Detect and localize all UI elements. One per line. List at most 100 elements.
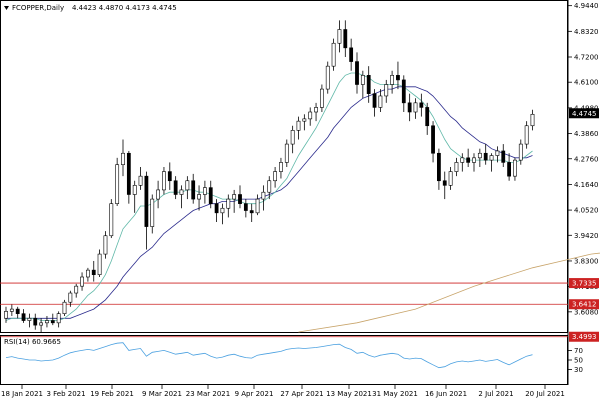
last-price-tag — [569, 108, 599, 119]
candle — [466, 148, 471, 167]
candle — [407, 93, 412, 122]
candle-body — [197, 194, 201, 200]
candle — [4, 306, 8, 323]
x-tick-label: 31 May 2021 — [372, 390, 418, 398]
candle — [524, 121, 529, 149]
level-tag — [569, 278, 599, 289]
candle-body — [284, 143, 289, 163]
candle-body — [267, 180, 272, 193]
candle — [349, 38, 354, 71]
price-tags: 3.7335 3.6412 3.4993 4.4745 — [569, 108, 599, 342]
rsi-label: RSI(14) 60.9665 — [4, 338, 61, 346]
candle-body — [431, 125, 435, 154]
candle-body — [296, 120, 301, 131]
candle — [173, 176, 178, 200]
candle — [27, 313, 32, 328]
candle — [232, 189, 237, 213]
candle — [97, 249, 102, 277]
candle — [460, 153, 465, 172]
candle — [62, 299, 67, 316]
candle — [530, 109, 535, 131]
candle-body — [238, 194, 242, 204]
candle — [21, 309, 26, 323]
candle — [279, 157, 283, 179]
candle-body — [173, 180, 178, 195]
candle-body — [501, 150, 506, 163]
x-tick-label: 9 Apr 2021 — [235, 390, 274, 398]
candle-body — [302, 118, 307, 122]
ohlc-values: 4.4423 4.4870 4.4173 4.4745 — [72, 4, 177, 12]
rsi-tick-label: 30 — [574, 366, 583, 374]
candle-body — [39, 322, 44, 326]
x-tick-label: 18 Jan 2021 — [1, 390, 43, 398]
candle — [448, 167, 453, 190]
candle — [454, 157, 459, 177]
candle — [261, 185, 266, 211]
candle-body — [454, 162, 459, 172]
y-tick-label: 4.9440 — [574, 2, 599, 10]
candle-body — [273, 171, 278, 182]
candle-body — [191, 180, 196, 200]
candle-body — [50, 320, 55, 324]
candle-body — [68, 292, 73, 303]
y-tick-label: 4.8320 — [574, 28, 599, 36]
candle — [179, 185, 184, 209]
candle-body — [9, 308, 14, 312]
candle — [86, 267, 90, 282]
candle-body — [27, 317, 32, 321]
candle — [226, 194, 231, 218]
candle — [115, 157, 120, 206]
candle-body — [279, 162, 283, 172]
candle — [243, 199, 248, 218]
candle-body — [396, 75, 400, 81]
candle — [39, 318, 44, 332]
candle — [355, 52, 359, 94]
candle-body — [337, 29, 342, 44]
candle-body — [366, 75, 371, 94]
candle-body — [203, 187, 207, 195]
collapse-triangle-icon[interactable] — [4, 6, 9, 10]
candle — [472, 153, 476, 172]
candle-body — [156, 189, 161, 200]
candle — [255, 194, 260, 216]
candle-body — [507, 162, 512, 177]
candle-body — [419, 102, 424, 108]
candle — [413, 98, 418, 119]
candle-body — [109, 203, 114, 237]
candle — [308, 107, 313, 126]
candle-body — [308, 111, 313, 120]
candle — [33, 313, 38, 330]
x-tick-label: 27 Apr 2021 — [280, 390, 323, 398]
candle-body — [436, 152, 441, 182]
candle — [360, 70, 365, 99]
candle — [68, 290, 73, 307]
candle-body — [530, 113, 535, 127]
x-tick-label: 3 Feb 2021 — [46, 390, 85, 398]
candle-body — [150, 198, 155, 227]
price-axis-ticks: 4.94404.83204.72004.61004.49804.38604.27… — [568, 2, 599, 316]
y-tick-label: 3.9420 — [574, 232, 599, 240]
candle — [331, 38, 336, 71]
candle — [483, 144, 488, 165]
candle — [513, 157, 517, 181]
candle — [436, 148, 441, 190]
y-tick-label: 3.6080 — [574, 308, 599, 316]
candle — [273, 167, 278, 188]
candle-body — [56, 313, 61, 324]
candle-body — [4, 311, 8, 319]
candle-body — [407, 102, 412, 113]
candle-body — [103, 235, 108, 255]
level-tag-label: 3.4993 — [572, 333, 597, 341]
candle — [74, 283, 79, 298]
candle — [302, 114, 307, 131]
candle — [91, 260, 96, 282]
candle-body — [460, 157, 465, 163]
rsi-tick-label: 50 — [574, 357, 583, 365]
candle — [214, 199, 219, 222]
candle — [144, 171, 149, 250]
candle — [15, 306, 20, 319]
candle-body — [343, 29, 348, 49]
candle — [495, 146, 500, 163]
candle-body — [319, 88, 324, 108]
